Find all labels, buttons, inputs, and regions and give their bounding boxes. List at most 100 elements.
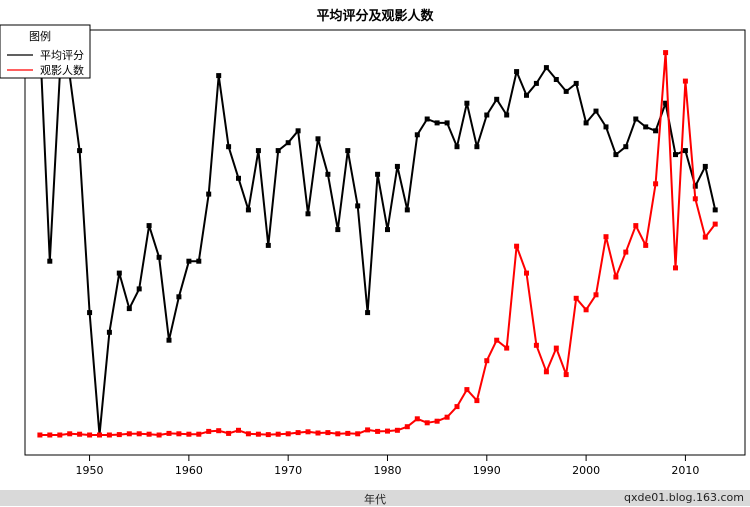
legend-box [0,24,91,79]
data-point-rating [603,124,609,130]
legend-title: 图例 [29,29,51,43]
data-point-viewers [504,345,510,351]
data-point-rating [77,148,83,154]
data-point-viewers [653,181,659,187]
data-point-viewers [216,428,222,434]
data-point-rating [126,306,132,312]
data-point-viewers [285,431,291,437]
data-point-rating [47,258,53,264]
data-point-rating [533,80,539,86]
data-point-viewers [712,221,718,227]
data-point-rating [394,163,400,169]
data-point-viewers [365,427,371,433]
footer-bar: 年代 qxde01.blog.163.com [0,490,750,506]
legend-label-rating: 平均评分 [40,49,84,62]
data-point-rating [404,207,410,213]
data-point-viewers [156,432,162,438]
data-point-rating [176,294,182,300]
data-point-viewers [77,431,83,437]
data-point-viewers [335,431,341,437]
data-point-rating [504,112,510,118]
data-point-rating [583,120,589,126]
data-point-viewers [524,270,529,276]
data-point-rating [265,242,271,248]
data-point-viewers [394,427,400,433]
data-point-rating [166,337,172,343]
data-point-viewers [444,414,450,420]
series-line-viewers [39,51,716,436]
data-point-rating [146,223,152,229]
data-point-viewers [682,78,688,84]
x-tick-label: 2010 [671,464,699,477]
data-point-rating [613,152,619,158]
data-point-rating [295,128,301,134]
data-point-rating [474,144,480,150]
data-point-viewers [226,430,232,436]
data-point-viewers [663,50,669,56]
data-point-rating [454,144,460,150]
data-point-viewers [414,416,420,422]
data-point-viewers [295,430,301,436]
data-point-rating [365,310,371,316]
data-point-viewers [464,387,470,393]
data-point-rating [524,92,529,98]
data-point-rating [623,144,629,150]
data-point-viewers [176,431,182,437]
data-point-viewers [87,432,93,438]
data-point-viewers [146,431,152,437]
data-point-rating [444,120,450,126]
data-point-rating [643,124,649,130]
data-point-viewers [245,431,251,437]
credit-text: qxde01.blog.163.com [624,491,744,504]
data-point-rating [682,148,688,154]
data-point-viewers [613,274,619,280]
x-axis-label: 年代 [364,493,386,506]
data-point-viewers [494,337,500,343]
data-point-rating [375,171,381,177]
data-point-viewers [355,431,361,437]
data-point-viewers [325,430,331,436]
data-point-viewers [375,428,381,434]
data-point-viewers [454,404,460,410]
data-point-viewers [37,432,43,438]
x-tick-label: 2000 [572,464,600,477]
data-point-rating [285,140,291,146]
data-point-viewers [126,431,132,437]
data-point-viewers [186,431,192,437]
data-point-viewers [116,432,122,438]
data-point-viewers [623,249,629,255]
data-point-viewers [603,234,609,240]
data-point-rating [226,144,232,150]
data-point-rating [305,211,311,217]
data-point-rating [196,258,202,264]
data-point-viewers [47,432,53,438]
data-point-rating [106,329,112,335]
data-point-rating [345,148,351,154]
data-point-viewers [424,420,430,426]
data-point-rating [245,207,251,213]
data-point-rating [275,148,281,154]
data-point-viewers [553,345,559,351]
chart-title: 平均评分及观影人数 [316,8,434,24]
x-tick-label: 1960 [175,464,203,477]
series-line-rating [38,39,717,436]
data-point-rating [385,227,390,233]
data-point-rating [87,310,93,316]
data-point-viewers [573,295,579,301]
data-point-viewers [543,369,549,375]
data-point-viewers [67,431,73,437]
data-point-rating [325,171,331,177]
data-point-rating [355,203,361,209]
data-point-viewers [345,430,351,436]
data-point-rating [692,183,698,189]
data-point-viewers [206,428,212,434]
data-point-rating [553,77,559,82]
data-point-viewers [673,265,678,271]
data-point-viewers [692,196,698,202]
data-point-viewers [275,431,281,437]
data-point-rating [593,108,599,114]
data-point-viewers [702,234,708,240]
data-point-viewers [196,431,202,437]
data-point-rating [702,163,708,169]
data-point-viewers [533,342,539,348]
